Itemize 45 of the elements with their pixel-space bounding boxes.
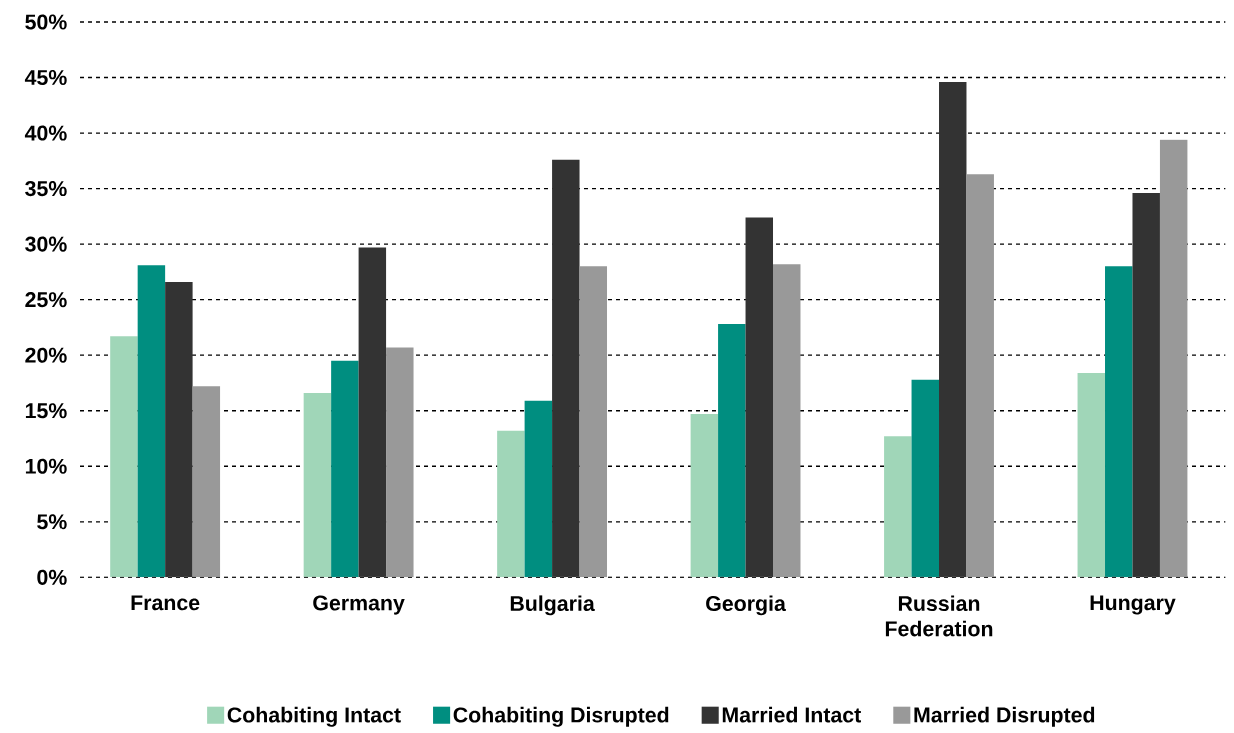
legend-label: Married Intact [722, 706, 861, 723]
bar [579, 266, 608, 578]
bar [966, 174, 994, 578]
bar [939, 81, 967, 578]
bar [1077, 372, 1106, 578]
bar [497, 430, 525, 578]
x-tick-label: Bulgaria [510, 595, 595, 616]
bar [358, 247, 387, 578]
legend-label: Married Disrupted [914, 706, 1095, 727]
bar [690, 414, 719, 578]
bar [552, 159, 580, 578]
bar [718, 324, 746, 578]
bar [911, 379, 940, 578]
y-tick-label: 10% [25, 458, 67, 474]
bar [745, 217, 774, 578]
y-tick-label: 50% [25, 14, 67, 30]
y-tick-label: 30% [25, 236, 67, 252]
bar [110, 336, 138, 578]
bar [331, 360, 359, 578]
bar [884, 436, 912, 578]
bar [524, 400, 553, 578]
legend-label: Cohabiting Disrupted [453, 706, 669, 727]
y-tick-label: 5% [37, 514, 67, 530]
x-tick-label: Hungary [1090, 595, 1176, 615]
legend-label: Cohabiting Intact [227, 706, 401, 727]
bar [192, 386, 221, 578]
bar [303, 392, 332, 578]
y-tick-label: 45% [24, 70, 67, 86]
y-tick-label: 35% [25, 181, 67, 197]
bar [165, 281, 193, 578]
bar [1159, 139, 1188, 578]
y-tick-label: 20% [25, 347, 67, 363]
bar [773, 264, 801, 578]
y-tick-label: 15% [25, 403, 67, 419]
y-tick-label: 40% [24, 125, 67, 141]
bar [386, 347, 414, 578]
x-tick-label: Russian Federation [885, 595, 993, 637]
bar [1105, 266, 1133, 578]
x-tick-label: France [131, 595, 200, 611]
x-tick-label: Georgia [706, 595, 786, 616]
x-tick-label: Germany [313, 595, 405, 615]
y-tick-label: 0% [37, 569, 67, 585]
bar [1132, 193, 1160, 578]
y-tick-label: 25% [25, 292, 67, 308]
bar [137, 265, 166, 578]
